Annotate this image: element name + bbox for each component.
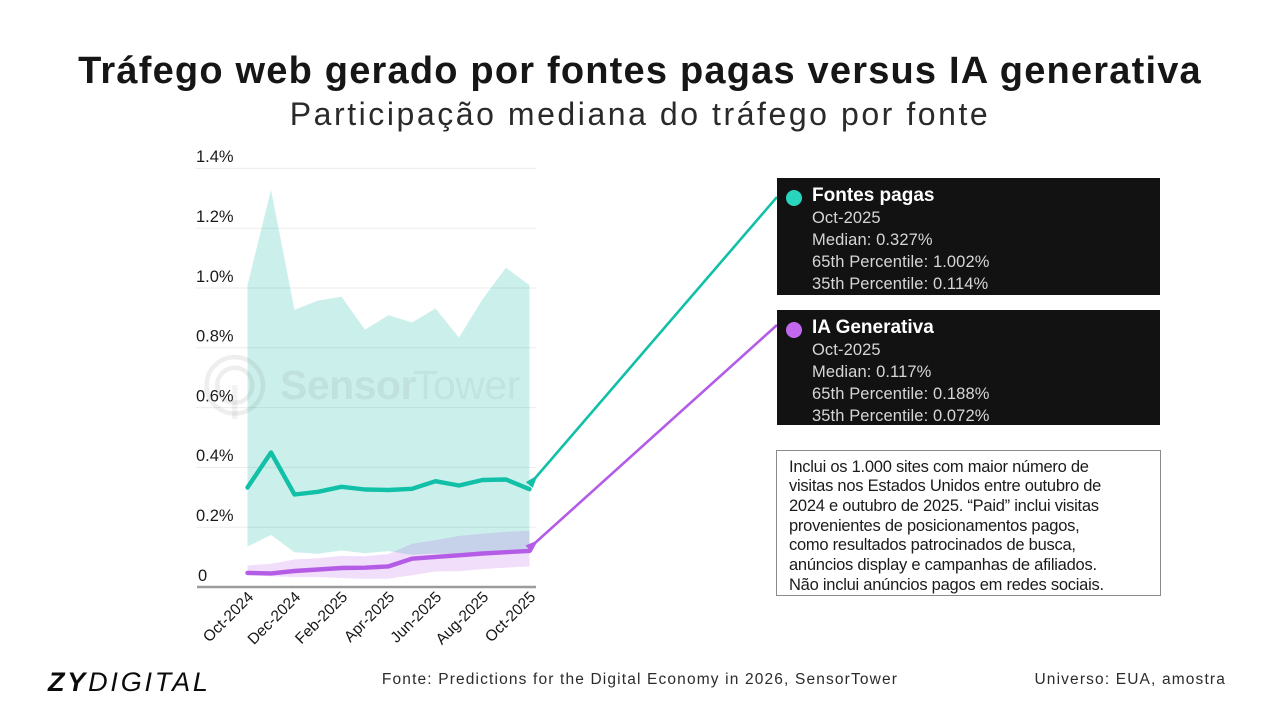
- svg-text:1.0%: 1.0%: [196, 268, 234, 286]
- svg-text:0: 0: [198, 567, 207, 585]
- svg-text:Oct-2025: Oct-2025: [482, 589, 539, 646]
- svg-text:Tower: Tower: [413, 362, 520, 408]
- svg-text:0.8%: 0.8%: [196, 328, 234, 346]
- svg-text:Sensor: Sensor: [280, 362, 417, 408]
- svg-text:0.2%: 0.2%: [196, 507, 234, 525]
- svg-text:0.6%: 0.6%: [196, 387, 234, 405]
- svg-text:Feb-2025: Feb-2025: [292, 589, 351, 648]
- svg-text:0.4%: 0.4%: [196, 447, 234, 465]
- svg-text:1.2%: 1.2%: [196, 208, 234, 226]
- svg-text:1.4%: 1.4%: [196, 148, 234, 166]
